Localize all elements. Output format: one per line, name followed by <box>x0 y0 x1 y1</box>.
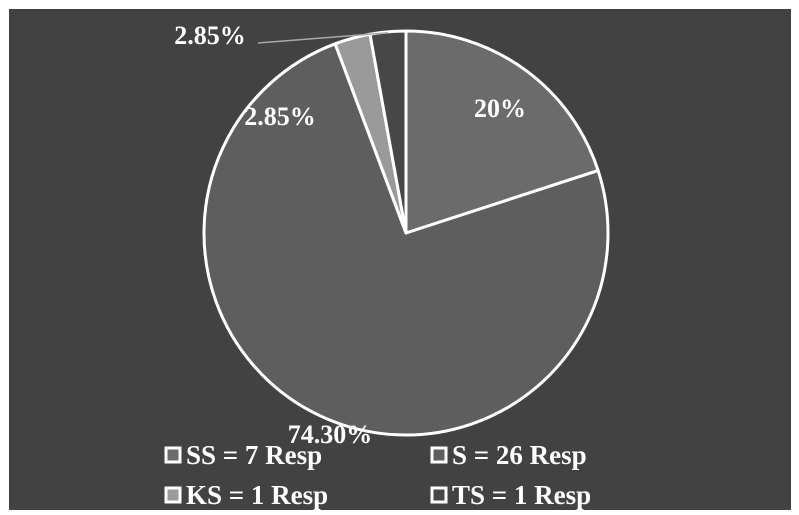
legend-label-1: S = 26 Resp <box>452 440 587 470</box>
pie-slice-1 <box>202 42 610 437</box>
pie-slice-0 <box>404 29 600 235</box>
leader-line <box>257 32 389 44</box>
legend-item-2: KS = 1 Resp <box>164 480 328 510</box>
legend-label-0: SS = 7 Resp <box>186 440 322 470</box>
legend-swatch-0 <box>164 446 182 464</box>
data-label-1: 74.30% <box>288 420 373 449</box>
data-label-0: 20% <box>474 94 526 123</box>
legend-swatch-1 <box>430 446 448 464</box>
data-label-2: 2.85% <box>244 102 316 131</box>
legend-swatch-3 <box>430 486 448 504</box>
legend-swatch-2 <box>164 486 182 504</box>
legend-item-1: S = 26 Resp <box>430 440 587 470</box>
legend-label-3: TS = 1 Resp <box>452 480 591 510</box>
legend-item-3: TS = 1 Resp <box>430 480 591 510</box>
data-label-3: 2.85% <box>174 21 246 50</box>
legend-label-2: KS = 1 Resp <box>186 480 328 510</box>
legend-item-0: SS = 7 Resp <box>164 440 322 470</box>
